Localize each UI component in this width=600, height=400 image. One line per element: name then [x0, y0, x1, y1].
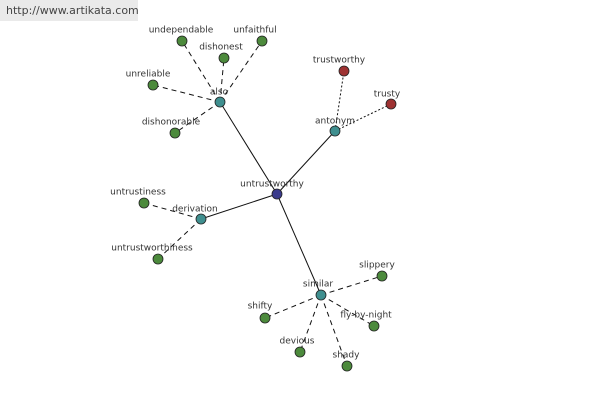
node[interactable]	[329, 125, 341, 137]
node-label: devious	[280, 337, 315, 347]
edge	[152, 84, 221, 103]
node-label: derivation	[172, 205, 218, 215]
edge	[320, 294, 375, 327]
edge	[320, 294, 348, 367]
node[interactable]	[294, 346, 306, 358]
node[interactable]	[259, 312, 271, 324]
edge	[219, 57, 225, 103]
site-url[interactable]: http://www.artikata.com	[6, 4, 139, 17]
node-label: antonym	[315, 117, 355, 127]
edge	[219, 40, 263, 103]
node[interactable]	[338, 65, 350, 77]
node[interactable]	[341, 360, 353, 372]
node[interactable]	[368, 320, 380, 332]
node-label: shady	[333, 351, 361, 361]
node-label: undependable	[149, 26, 214, 36]
node-label: fly-by-night	[340, 311, 392, 321]
node-label: dishonest	[199, 43, 243, 53]
node[interactable]	[214, 96, 226, 108]
edge	[143, 202, 202, 220]
node[interactable]	[169, 127, 181, 139]
node[interactable]	[376, 270, 388, 282]
node-label: similar	[303, 280, 333, 290]
edge	[181, 40, 221, 103]
node-label: untrustworthy	[240, 180, 304, 190]
edge	[320, 275, 383, 296]
edge	[157, 218, 202, 260]
node[interactable]	[176, 35, 188, 47]
edge	[276, 130, 336, 195]
edge	[219, 101, 278, 195]
edge	[276, 193, 322, 296]
edge	[264, 294, 322, 319]
node[interactable]	[138, 197, 150, 209]
node[interactable]	[385, 98, 397, 110]
node-label: untrustworthiness	[111, 244, 193, 254]
node[interactable]	[271, 188, 283, 200]
node[interactable]	[218, 52, 230, 64]
header-bar: http://www.artikata.com	[0, 0, 139, 21]
node-label: untrustiness	[110, 188, 166, 198]
node[interactable]	[256, 35, 268, 47]
node[interactable]	[195, 213, 207, 225]
node-label: dishonorable	[142, 118, 201, 128]
edge	[299, 294, 322, 353]
node-label: slippery	[359, 261, 395, 271]
node-label: unfaithful	[233, 26, 276, 36]
node-label: also	[210, 88, 229, 98]
node-label: unreliable	[126, 70, 171, 80]
edge	[174, 101, 221, 134]
node-label: trustworthy	[313, 56, 366, 66]
node-label: shifty	[248, 302, 273, 312]
node-label: trusty	[374, 90, 401, 100]
node[interactable]	[152, 253, 164, 265]
node[interactable]	[315, 289, 327, 301]
node[interactable]	[147, 79, 159, 91]
edge	[200, 193, 278, 220]
